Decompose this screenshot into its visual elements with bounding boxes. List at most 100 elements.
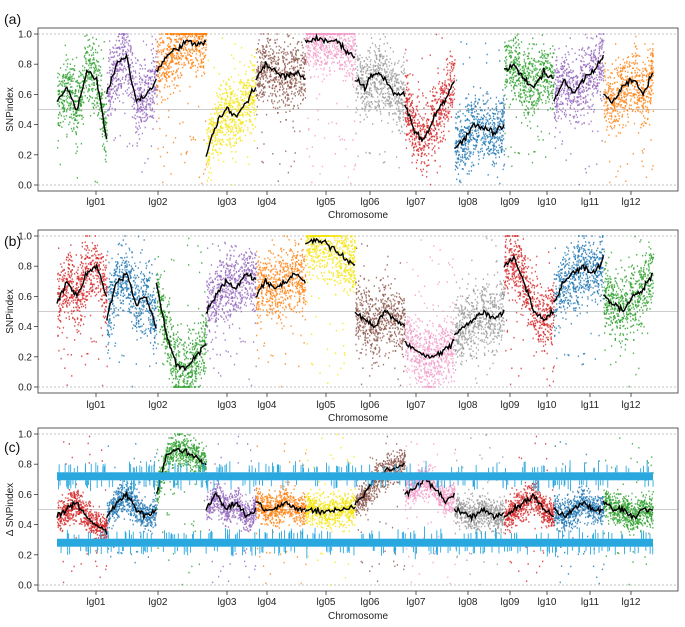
snp-point [208, 118, 210, 121]
snp-point [300, 76, 302, 79]
snp-point [147, 70, 149, 72]
snp-point [234, 108, 236, 110]
snp-point [219, 88, 222, 91]
snp-point [248, 114, 251, 117]
snp-point [333, 54, 335, 57]
snp-point [105, 117, 107, 120]
snp-point [327, 55, 329, 57]
snp-point [206, 161, 209, 164]
snp-point [323, 53, 325, 56]
snp-point [384, 78, 386, 81]
snp-point [376, 91, 378, 93]
snp-point [391, 83, 393, 86]
snp-point [117, 55, 119, 57]
snp-point [238, 118, 240, 121]
snp-point [321, 43, 324, 45]
snp-point [237, 97, 239, 100]
snp-point [180, 38, 183, 40]
snp-point [117, 87, 119, 90]
snp-point [201, 75, 203, 77]
snp-point [262, 45, 264, 48]
snp-point [351, 78, 354, 81]
snp-point [292, 37, 294, 39]
snp-point [391, 80, 393, 82]
snp-point [62, 120, 64, 123]
snp-point [387, 95, 389, 98]
snp-point [83, 91, 85, 94]
snp-point [182, 34, 184, 36]
snp-point [76, 177, 78, 179]
snp-point [349, 53, 351, 55]
snp-point [70, 113, 73, 116]
snp-point [102, 145, 104, 147]
snp-point [253, 76, 255, 79]
snp-point [139, 89, 141, 91]
snp-point [88, 88, 90, 90]
snp-point [376, 109, 378, 112]
snp-point [392, 68, 394, 70]
snp-point [157, 60, 159, 63]
snp-point [234, 127, 237, 129]
snp-point [294, 152, 296, 154]
snp-point [258, 99, 260, 101]
snp-point [84, 48, 86, 50]
snp-point [307, 117, 309, 120]
snp-point [215, 143, 217, 146]
snp-point [442, 99, 444, 101]
snp-point [224, 119, 227, 121]
snp-point [446, 72, 449, 75]
snp-point [398, 105, 400, 108]
snp-point [274, 81, 276, 83]
snp-point [212, 130, 214, 133]
snp-point [185, 49, 187, 51]
snp-point [217, 96, 220, 98]
snp-point [353, 168, 355, 171]
snp-point [76, 85, 78, 87]
snp-point [65, 59, 67, 62]
snp-point [253, 102, 255, 104]
snp-point [417, 95, 419, 97]
snp-point [360, 81, 363, 84]
snp-point [317, 44, 320, 46]
snp-point [63, 110, 66, 112]
snp-point [411, 101, 413, 104]
snp-point [389, 47, 392, 49]
snp-point [142, 99, 144, 101]
snp-point [273, 100, 276, 103]
snp-point [324, 49, 326, 51]
snp-point [170, 38, 172, 41]
snp-point [247, 108, 249, 111]
snp-point [187, 62, 190, 65]
snp-point [245, 106, 247, 108]
snp-point [228, 139, 230, 141]
snp-point [449, 55, 452, 57]
snp-point [379, 58, 381, 61]
snp-point [439, 88, 441, 90]
snp-point [94, 97, 97, 99]
snp-point [386, 100, 388, 102]
snp-point [290, 58, 293, 60]
snp-point [433, 107, 435, 110]
snp-point [396, 79, 399, 81]
snp-point [449, 62, 451, 64]
snp-point [147, 86, 150, 88]
snp-point [418, 143, 420, 146]
snp-point [73, 69, 75, 71]
snp-point [424, 162, 426, 165]
chromosome-lg05 [255, 33, 307, 182]
snp-point [392, 118, 395, 121]
snp-point [421, 149, 423, 151]
snp-point [321, 80, 324, 83]
snp-point [385, 59, 387, 61]
snp-point [255, 75, 258, 78]
snp-point [269, 69, 271, 71]
snp-point [267, 81, 269, 83]
snp-point [144, 106, 147, 108]
snp-point [131, 62, 133, 64]
snp-point [232, 101, 234, 104]
snp-point [123, 44, 125, 46]
snp-point [141, 102, 144, 105]
snp-point [69, 109, 71, 111]
snp-point [116, 75, 118, 77]
snp-point [225, 122, 227, 124]
